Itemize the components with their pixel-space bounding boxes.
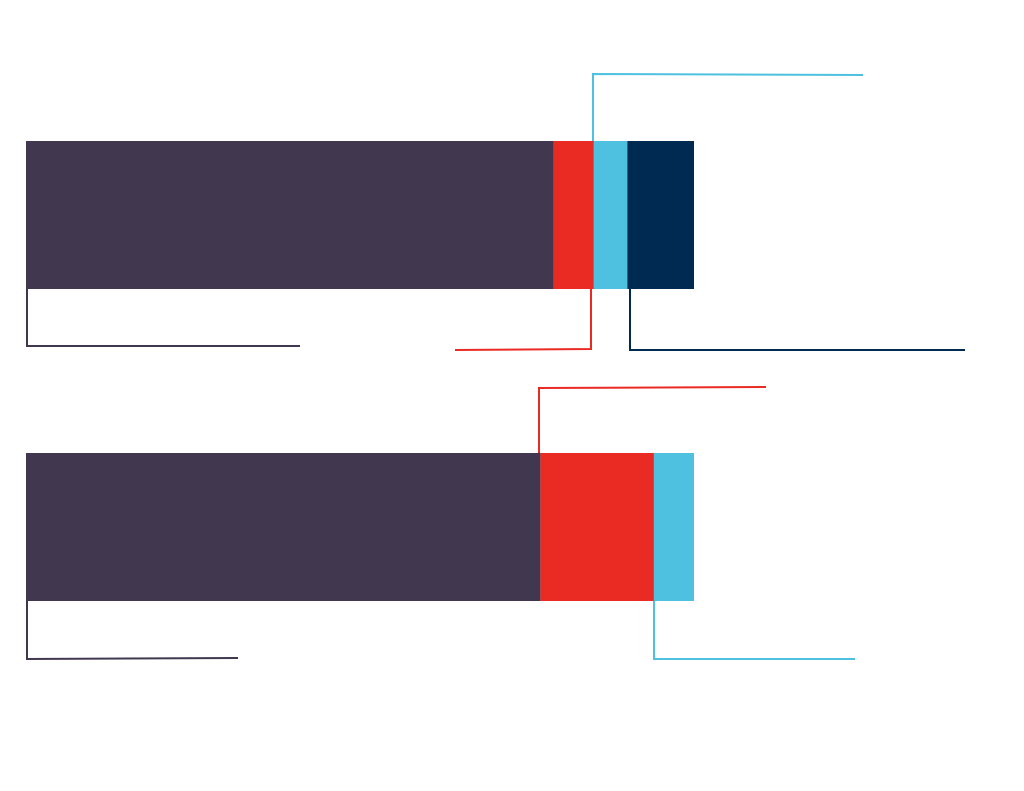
leader-line	[592, 72, 864, 141]
bar-segment	[540, 453, 654, 601]
bar-segment	[553, 141, 594, 289]
bar-segment	[593, 141, 628, 289]
leader-line	[538, 386, 767, 453]
bar-segment	[26, 453, 541, 601]
leader-line	[26, 601, 239, 661]
leader-line	[629, 289, 965, 351]
leader-line	[26, 289, 300, 347]
leader-line	[653, 601, 855, 660]
bar-segment	[653, 453, 694, 601]
leader-line	[454, 289, 592, 351]
bar-segment	[627, 141, 694, 289]
bar-segment	[26, 141, 554, 289]
